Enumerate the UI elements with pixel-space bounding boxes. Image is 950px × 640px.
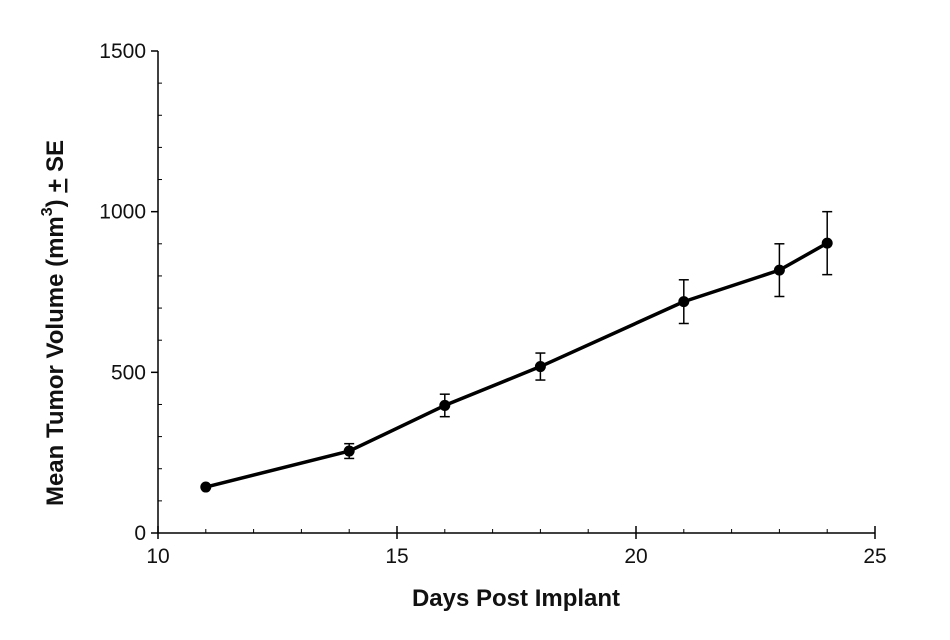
x-tick-label: 10 [146,545,169,568]
data-point [773,264,785,276]
plot-area [200,210,833,493]
data-point [821,237,833,249]
y-tick-label: 1000 [99,201,146,224]
x-axis-title: Days Post Implant [412,585,620,612]
y-tick-label: 1500 [99,40,146,63]
y-axis-title-pm: + [42,179,69,193]
series-line [205,241,829,489]
x-tick-label: 15 [385,545,408,568]
axes: 0 500 1000 1500 10 15 20 25 [99,40,886,568]
y-axis-title-superscript: 3 [39,207,56,216]
data-point [439,399,451,411]
y-axis-title-se: SE [42,140,69,179]
data-point [200,481,212,493]
y-axis-title: Mean Tumor Volume (mm3) + SE [39,140,69,506]
x-tick-label: 20 [624,545,647,568]
y-axis-title-suffix: ) [42,193,69,208]
x-tick-label: 25 [863,545,886,568]
y-tick-label: 500 [111,361,146,384]
data-point [343,445,355,457]
data-point [678,296,690,308]
y-tick-label: 0 [134,522,146,545]
y-axis-title-prefix: Mean Tumor Volume (mm [42,216,69,506]
data-point [534,361,546,373]
